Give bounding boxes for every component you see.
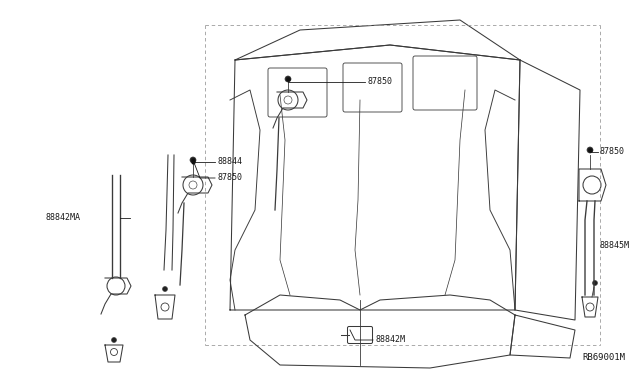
Text: RB69001M: RB69001M	[582, 353, 625, 362]
Text: 88842M: 88842M	[375, 336, 405, 344]
Text: 87850: 87850	[217, 173, 242, 183]
Text: 87850: 87850	[600, 148, 625, 157]
Circle shape	[111, 337, 116, 343]
Text: 88844: 88844	[217, 157, 242, 167]
Text: 87850: 87850	[367, 77, 392, 87]
Circle shape	[163, 286, 168, 292]
Circle shape	[190, 157, 196, 163]
Circle shape	[285, 76, 291, 82]
Circle shape	[593, 280, 598, 285]
Circle shape	[587, 147, 593, 153]
Text: 88845M: 88845M	[600, 241, 630, 250]
Text: 88842MA: 88842MA	[46, 214, 81, 222]
